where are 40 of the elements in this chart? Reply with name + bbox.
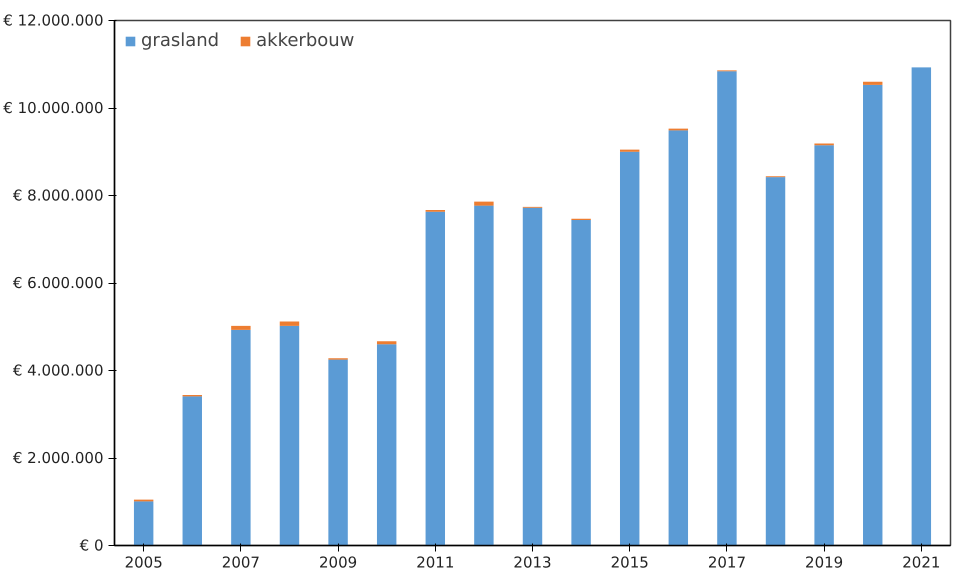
y-tick-label: € 10.000.000 (3, 99, 104, 117)
y-tick-label: € 6.000.000 (12, 274, 104, 292)
bar (474, 206, 494, 546)
bar (231, 330, 251, 546)
x-tick-label: 2017 (708, 554, 746, 572)
y-tick-label: € 8.000.000 (12, 186, 104, 204)
bar (474, 202, 494, 206)
bar (376, 344, 396, 546)
y-tick-label: € 12.000.000 (3, 12, 104, 30)
bar (571, 220, 591, 546)
legend-label: grasland (141, 30, 220, 51)
bar (814, 145, 834, 546)
x-tick-label: 2007 (222, 554, 260, 572)
bar (231, 326, 251, 330)
bar (766, 177, 786, 546)
bar (376, 341, 396, 344)
y-tick-label: € 4.000.000 (12, 362, 104, 380)
x-tick-label: 2005 (124, 554, 163, 572)
bar (134, 501, 154, 546)
bar (522, 208, 542, 546)
bar (863, 84, 882, 546)
bar (717, 71, 737, 546)
x-tick-label: 2009 (318, 554, 358, 572)
bar (912, 67, 932, 546)
bar (620, 152, 640, 546)
bar (328, 360, 348, 546)
y-tick-label: € 2.000.000 (12, 449, 104, 467)
bar (182, 396, 202, 546)
bar (280, 322, 300, 326)
x-tick-label: 2011 (416, 554, 454, 572)
legend-label: akkerbouw (256, 30, 354, 51)
x-tick-label: 2019 (805, 554, 844, 572)
bar (280, 326, 300, 546)
bar (426, 212, 446, 546)
x-tick-label: 2015 (610, 554, 649, 572)
y-tick-label: € 0 (80, 536, 104, 554)
x-tick-label: 2013 (513, 554, 552, 572)
bar (863, 82, 882, 85)
x-tick-label: 2021 (902, 554, 940, 572)
bar (668, 130, 688, 546)
